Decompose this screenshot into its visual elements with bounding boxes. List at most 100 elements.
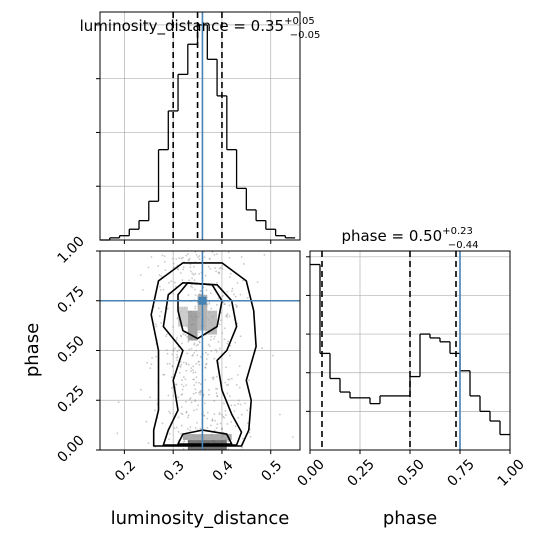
p3-x-ticks: 0.00 0.25 0.50 0.75 1.00 [294, 450, 528, 490]
p3-x-axis-label: phase [383, 508, 437, 529]
p2-sample-point [166, 333, 168, 336]
p2-sample-point [226, 392, 229, 395]
p2-sample-point [278, 413, 281, 416]
p2-sample-point [205, 362, 208, 365]
p2-y-ticks: 0.00 0.25 0.50 0.75 1.00 [54, 233, 100, 466]
p2-sample-point [188, 398, 191, 401]
p2-sample-point [207, 343, 210, 346]
p2-sample-point [236, 305, 238, 307]
p2-x-ticks: 0.2 0.3 0.4 0.5 [112, 450, 285, 485]
p2-sample-point [170, 280, 173, 283]
p2-sample-point [193, 265, 195, 268]
p2-sample-point [213, 429, 216, 432]
p2-sample-point [187, 416, 189, 419]
p2-sample-point [233, 404, 236, 407]
p2-sample-point [161, 422, 164, 425]
p2-sample-point [231, 290, 233, 293]
p2-sample-point [261, 347, 264, 350]
p2-sample-point [189, 426, 192, 428]
p2-sample-point [182, 333, 185, 336]
p2-sample-point [291, 436, 294, 438]
p2-sample-point [229, 354, 231, 357]
p2-sample-point [195, 253, 198, 256]
p2-x-tick-label-1: 0.3 [161, 458, 188, 485]
p2-sample-point [216, 387, 219, 390]
p2-sample-point [194, 371, 197, 374]
p2-sample-point [195, 408, 198, 411]
p2-sample-point [180, 257, 183, 260]
p2-sample-point [193, 409, 195, 412]
p2-sample-point [176, 267, 179, 270]
p2-sample-point [117, 401, 120, 404]
p2-sample-point [212, 376, 215, 379]
p2-sample-point [221, 427, 223, 429]
p3-x-tick-label-2: 0.50 [394, 456, 427, 489]
p2-sample-point [184, 334, 187, 337]
p2-sample-point [225, 384, 228, 387]
p2-sample-point [225, 366, 227, 369]
p2-sample-point [190, 285, 192, 288]
p2-sample-point [240, 256, 243, 258]
p2-sample-point [158, 274, 161, 277]
p2-sample-point [221, 265, 224, 267]
p2-sample-point [179, 361, 182, 363]
p2-contour-middle [162, 281, 243, 446]
p2-sample-point [164, 269, 167, 272]
p2-sample-point [185, 400, 187, 403]
panel-luminosity-distance-vs-phase: 0.2 0.3 0.4 0.5 0.00 0.25 0.50 0.75 1.00 lumino… [22, 233, 301, 529]
p2-sample-point [223, 327, 226, 330]
p2-sample-point [178, 365, 181, 367]
p2-sample-point [182, 448, 185, 450]
p2-sample-point [155, 355, 158, 358]
p2-sample-point [215, 427, 218, 429]
p2-sample-point [194, 294, 197, 297]
p2-contour-outer [150, 262, 257, 447]
p2-sample-point [198, 363, 201, 366]
p2-sample-point [186, 352, 188, 355]
p2-sample-point [198, 258, 201, 261]
p2-sample-point [168, 362, 171, 365]
p1-grid [100, 12, 300, 240]
p2-sample-point [147, 442, 150, 445]
p2-sample-point [179, 334, 182, 337]
p2-sample-point [218, 347, 221, 350]
p2-sample-point [210, 350, 213, 352]
p2-sample-point [242, 437, 244, 440]
p2-sample-point [235, 384, 238, 386]
p2-sample-point [198, 272, 201, 275]
p2-sample-point [199, 427, 202, 430]
p2-sample-point [236, 373, 239, 376]
p2-sample-point [210, 335, 213, 338]
p2-sample-point [165, 335, 168, 338]
p2-sample-point [234, 295, 237, 298]
p2-sample-point [195, 362, 198, 365]
p2-sample-point [175, 258, 178, 260]
p2-sample-point [146, 361, 148, 364]
p2-sample-point [175, 426, 178, 429]
p2-sample-point [216, 423, 219, 426]
p2-sample-point [172, 348, 175, 351]
p2-sample-point [191, 286, 194, 289]
p2-contour-inner [177, 429, 233, 445]
p2-sample-point [190, 369, 193, 372]
p3-x-tick-label-4: 1.00 [494, 456, 527, 489]
p2-sample-point [192, 365, 195, 368]
p2-sample-point [157, 307, 160, 310]
p2-sample-point [221, 295, 224, 298]
p2-sample-point [181, 279, 184, 281]
p2-sample-point [229, 272, 232, 275]
p2-sample-point [194, 388, 197, 391]
p2-sample-point [182, 266, 185, 269]
p3-histogram-steps [310, 263, 510, 436]
p2-sample-point [193, 343, 196, 346]
p2-sample-point [229, 345, 232, 347]
p2-sample-point [219, 319, 222, 322]
p2-sample-point [233, 410, 236, 412]
p2-sample-point [194, 426, 197, 429]
p2-sample-point [147, 266, 150, 269]
p2-sample-point [172, 262, 175, 265]
p2-sample-point [171, 353, 174, 356]
p2-sample-point [213, 357, 216, 360]
p2-sample-point [216, 394, 218, 397]
